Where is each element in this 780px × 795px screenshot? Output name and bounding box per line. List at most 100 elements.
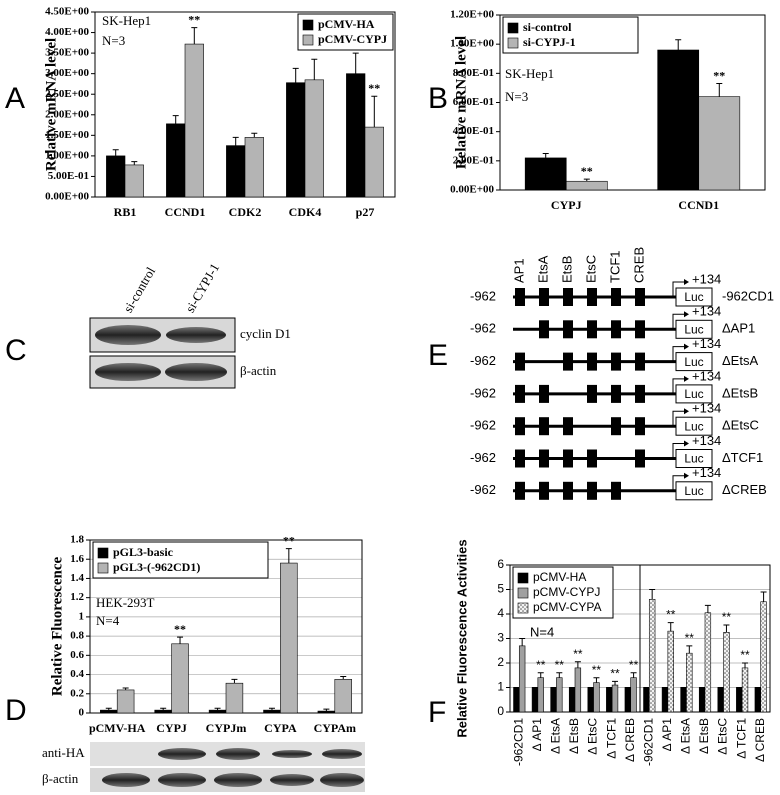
site-box: [611, 352, 621, 371]
significance-mark: **: [685, 631, 695, 645]
legend-swatch: [302, 19, 314, 31]
x-tick-label: CDK2: [229, 205, 262, 219]
arrow-head: [684, 408, 689, 415]
tss-label: +134: [692, 271, 721, 286]
site-box: [587, 449, 597, 468]
y-tick-label: 1: [79, 610, 85, 622]
bar: [100, 709, 118, 714]
bar: [154, 709, 172, 714]
x-tick-label: Δ EtsB: [697, 718, 711, 754]
y-tick-label: 0.4: [70, 668, 84, 680]
legend-box: [512, 566, 614, 619]
chart: 0.00E+00 5.00E-01 1.00E+00 1.50E+00 2.00E+00…: [43, 6, 396, 219]
error-bar: [231, 678, 238, 684]
construct-name: ΔEtsB: [722, 385, 758, 400]
bar: [208, 709, 227, 714]
error-bar: [649, 589, 656, 600]
bar: [754, 687, 762, 713]
arrow-head: [684, 472, 689, 479]
bar: [518, 645, 526, 713]
significance-mark: **: [629, 658, 639, 672]
significance-mark: **: [555, 658, 565, 672]
y-tick-label: 4.00E+00: [45, 26, 89, 38]
reporter-label: Luc: [684, 387, 703, 401]
x-tick-label: -962CD1: [641, 718, 655, 766]
blot-c: si-control si-CYPJ-1 cyclin D1 β-actin: [89, 261, 291, 389]
x-tick-label: Δ EtsB: [567, 718, 581, 754]
y-axis-label: Relative Fluorescence Activities: [454, 539, 469, 737]
panel-letter: B: [428, 82, 448, 115]
tss-label: +134: [692, 336, 721, 351]
reporter-box: [675, 416, 713, 436]
bar: [550, 687, 557, 713]
bar: [524, 157, 567, 191]
x-tick-label: -962CD1: [511, 718, 525, 766]
site-box: [515, 481, 525, 500]
significance-mark: **: [666, 608, 676, 622]
arrow-head: [684, 343, 689, 350]
panel-letter: C: [5, 334, 27, 367]
significance-mark: **: [740, 648, 750, 662]
site-box: [563, 288, 573, 306]
bar: [624, 687, 632, 713]
site-box: [587, 352, 597, 371]
start-label: -962: [470, 482, 496, 497]
annotation: N=4: [530, 624, 554, 639]
site-label: EtsB: [559, 256, 574, 283]
site-label: TCF1: [607, 251, 622, 284]
bar: [346, 73, 366, 198]
annotation: SK-Hep1: [102, 13, 151, 28]
construct-name: ΔCREB: [722, 482, 767, 497]
panel-letter: E: [428, 339, 448, 372]
bar: [680, 687, 687, 713]
significance-mark: **: [536, 658, 546, 672]
significance-mark: **: [610, 667, 620, 681]
bar: [364, 126, 384, 198]
x-tick-label: Δ AP1: [530, 718, 544, 752]
x-tick-label: Δ CREB: [753, 718, 767, 762]
legend-swatch: [507, 37, 519, 49]
y-tick-label: 0.6: [70, 649, 84, 661]
construct-name: ΔAP1: [722, 321, 755, 336]
bar: [736, 687, 743, 713]
site-label: CREB: [631, 247, 646, 283]
error-bar: [251, 132, 258, 138]
error-bar: [574, 661, 581, 668]
site-box: [563, 417, 573, 436]
y-tick-label: 2.00E+00: [45, 108, 89, 120]
site-box: [563, 352, 573, 371]
legend-swatch: [517, 602, 529, 614]
bar: [513, 687, 520, 713]
reporter-label: Luc: [684, 355, 703, 369]
tss-arrow: [672, 410, 684, 427]
legend-swatch: [97, 547, 109, 559]
reporter-label: Luc: [684, 290, 703, 304]
bar: [741, 667, 749, 713]
y-tick-label: 4.00E-01: [453, 125, 494, 137]
y-tick-label: 1.2: [70, 591, 84, 603]
bar: [124, 164, 144, 198]
site-box: [635, 320, 645, 339]
error-bar: [519, 638, 526, 646]
error-bar: [177, 636, 184, 644]
tss-label: +134: [692, 401, 721, 416]
reporter-box: [675, 449, 713, 468]
site-box: [515, 449, 525, 468]
arrow-head: [684, 311, 689, 318]
site-box: [563, 481, 573, 500]
y-tick-label: 1.4: [70, 572, 84, 584]
blot-row-label: β-actin: [240, 363, 277, 378]
start-label: -962: [470, 418, 496, 433]
start-label: -962: [470, 288, 496, 303]
significance-mark: **: [713, 68, 725, 82]
error-bar: [716, 83, 723, 97]
error-bar: [191, 27, 198, 45]
y-tick-label: 1.00E+00: [450, 38, 494, 50]
bar: [606, 687, 613, 713]
bar: [184, 43, 204, 198]
start-label: -962: [470, 385, 496, 400]
error-bar: [371, 95, 378, 128]
panel-letter: F: [428, 696, 446, 729]
legend-label: si-CYPJ-1: [523, 35, 576, 49]
